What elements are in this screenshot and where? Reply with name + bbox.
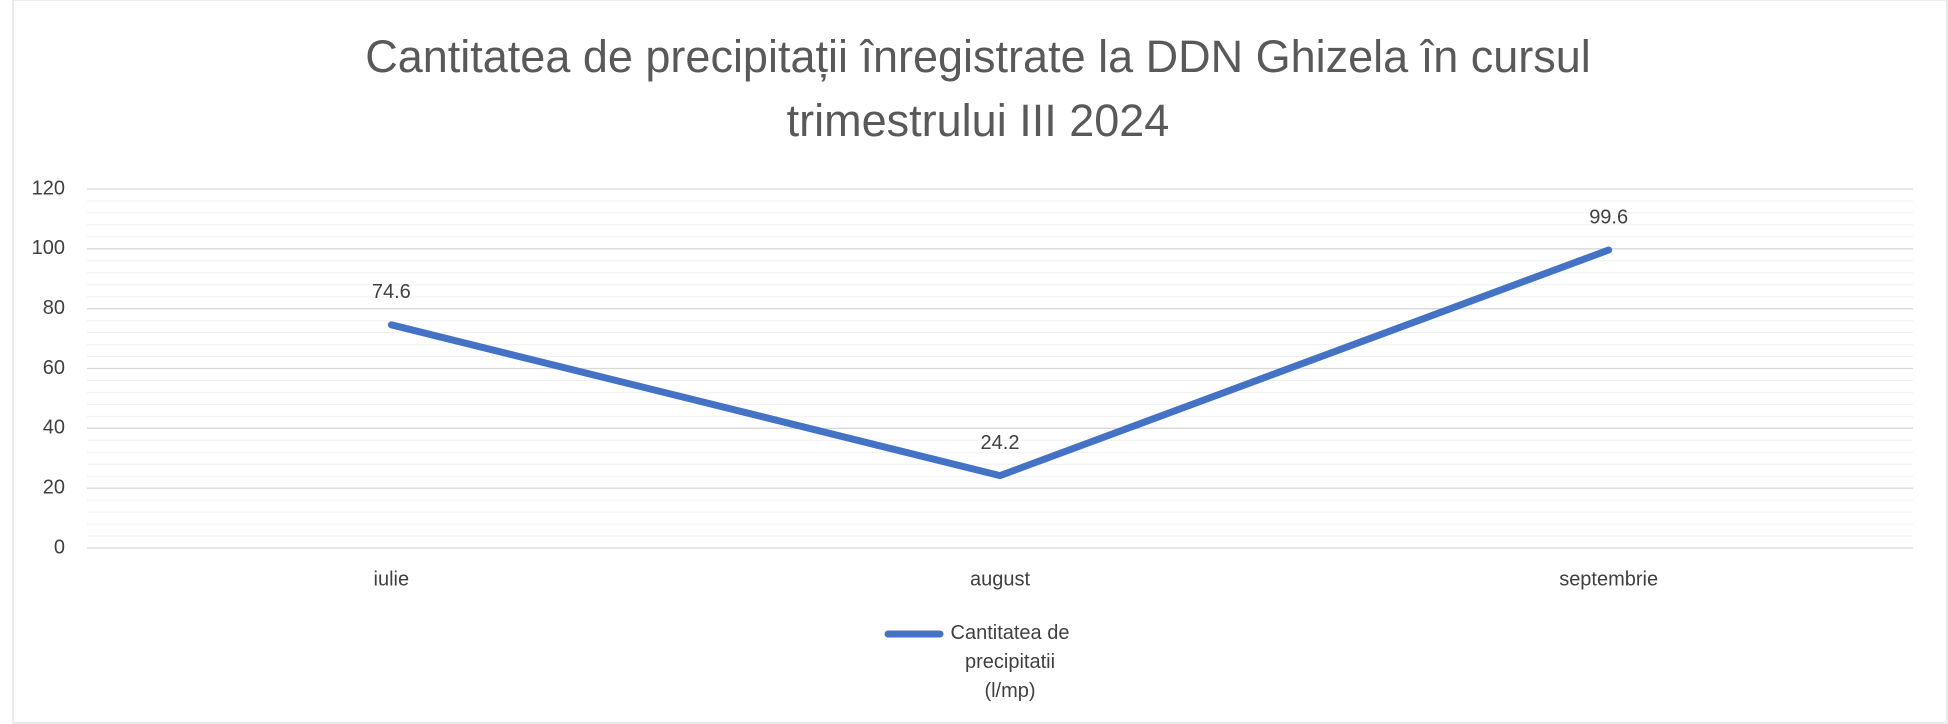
data-label: 74.6: [372, 281, 411, 303]
y-tick-label: 60: [43, 357, 65, 379]
x-tick-label: august: [970, 568, 1030, 590]
data-label: 99.6: [1589, 206, 1628, 228]
x-tick-label: septembrie: [1559, 568, 1658, 590]
data-label: 24.2: [981, 432, 1020, 454]
data-line: [387, 246, 1613, 480]
legend-label: Cantitatea de precipitatii (l/mp): [951, 622, 1070, 702]
y-tick-label: 120: [32, 177, 65, 199]
x-tick-label: iulie: [374, 568, 410, 590]
y-tick-label: 100: [32, 237, 65, 259]
y-tick-label: 80: [43, 297, 65, 319]
y-tick-label: 0: [54, 536, 65, 558]
y-tick-label: 20: [43, 476, 65, 498]
chart-frame: [12, 0, 1948, 724]
y-tick-label: 40: [43, 417, 65, 439]
chart-title: Cantitatea de precipitații înregistrate …: [365, 31, 1591, 146]
